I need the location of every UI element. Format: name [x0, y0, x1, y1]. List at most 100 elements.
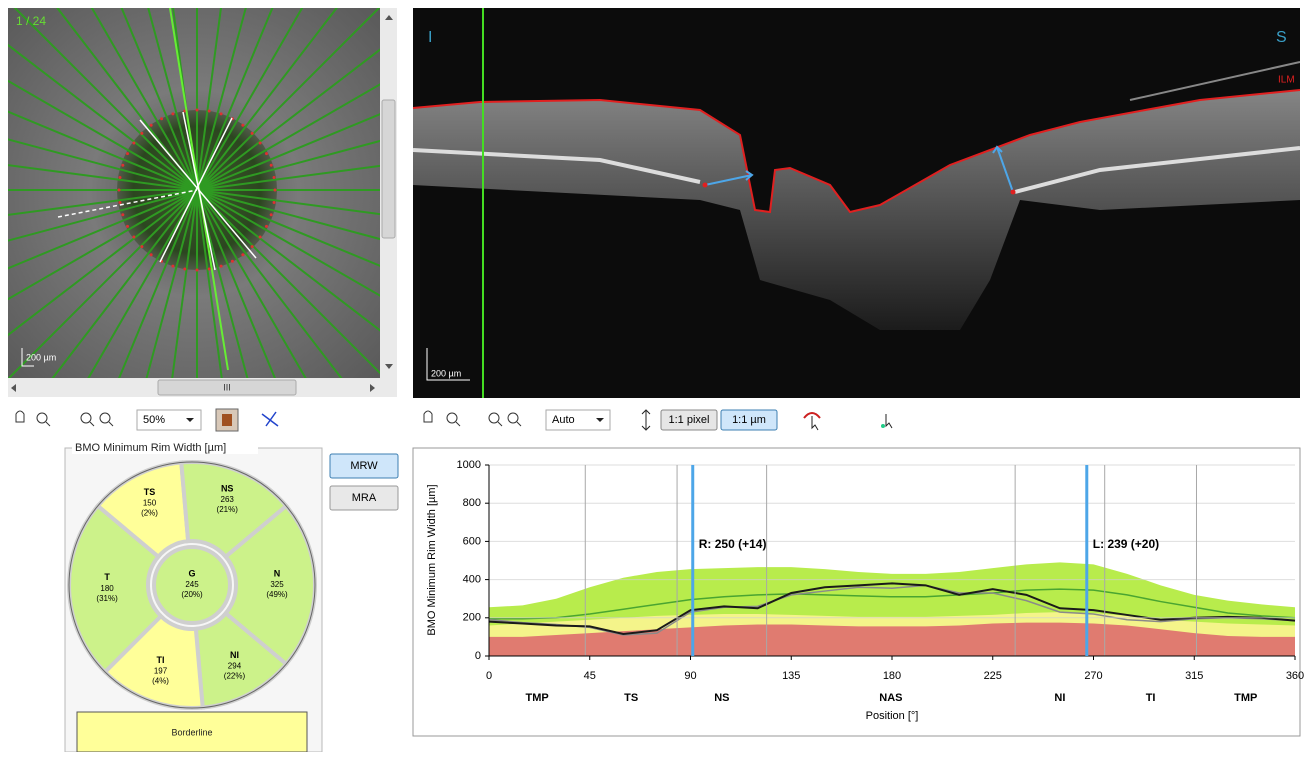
- zoom-tool[interactable]: [447, 413, 457, 423]
- zoom-out[interactable]: [100, 413, 110, 423]
- bmo-point: [208, 268, 211, 271]
- marker-label: L: 239 (+20): [1093, 537, 1159, 551]
- scan-counter: 1 / 24: [16, 14, 46, 28]
- scale-label: 200 µm: [431, 368, 461, 378]
- bmo-point: [118, 189, 121, 192]
- bmo-point: [220, 112, 223, 115]
- bmo-point: [160, 117, 163, 120]
- bmo-point: [273, 201, 276, 204]
- bmo-point: [126, 225, 129, 228]
- sector-value: 150: [143, 499, 157, 508]
- x-tick-label: 270: [1084, 670, 1102, 682]
- bmo-point: [140, 245, 143, 248]
- bmo-point: [121, 213, 124, 216]
- sector-percent: (21%): [217, 505, 239, 514]
- classification-label: Borderline: [171, 727, 212, 737]
- sector-value: 263: [221, 495, 235, 504]
- sector-label: T: [104, 572, 110, 582]
- scale-label: 200 µm: [26, 352, 56, 362]
- bmo-point: [196, 109, 199, 112]
- orientation-right: S: [1276, 29, 1287, 46]
- bmo-point: [118, 176, 121, 179]
- bscan-view: I S ILM 200 µm: [413, 8, 1300, 398]
- x-tick-label: 0: [486, 670, 492, 682]
- y-tick-label: 200: [463, 612, 481, 624]
- sector-value: 245: [185, 580, 199, 589]
- scroll-thumb[interactable]: [382, 100, 395, 238]
- scroll-grip: III: [223, 382, 231, 392]
- sector-label: N: [274, 568, 281, 578]
- bmo-point: [270, 164, 273, 167]
- bmo-point: [183, 268, 186, 271]
- bmo-point: [132, 141, 135, 144]
- bmo-point: [121, 164, 124, 167]
- pan-tool[interactable]: [16, 411, 24, 422]
- zoom-in[interactable]: [489, 413, 499, 423]
- bmo-point: [273, 176, 276, 179]
- bmo-point: [118, 201, 121, 204]
- sector-percent: (31%): [96, 594, 118, 603]
- bmo-point: [140, 132, 143, 135]
- zoom-value: 50%: [143, 414, 165, 426]
- bmo-point: [259, 141, 262, 144]
- sector-percent: (20%): [181, 590, 203, 599]
- bmo-point: [196, 269, 199, 272]
- toolbar-right: Auto 1:1 pixel 1:1 µm: [424, 410, 892, 430]
- sector-percent: (49%): [266, 590, 288, 599]
- zoom-tool[interactable]: [37, 413, 47, 423]
- sector-label: NS: [221, 483, 234, 493]
- zoom-value: Auto: [552, 414, 575, 426]
- view-buttons: MRWMRA: [330, 454, 398, 510]
- bmo-point: [259, 236, 262, 239]
- edit-tool[interactable]: [262, 412, 278, 426]
- x-tick-label: 45: [584, 670, 596, 682]
- sector-label: NS: [714, 692, 729, 704]
- marker-label: R: 250 (+14): [699, 537, 767, 551]
- x-axis-title: Position [°]: [866, 710, 919, 722]
- view-button-label: MRA: [352, 492, 377, 504]
- sector-label: TI: [1146, 692, 1156, 704]
- bmo-point: [270, 213, 273, 216]
- sector-label: TMP: [526, 692, 549, 704]
- bmo-point: [241, 253, 244, 256]
- y-tick-label: 400: [463, 574, 481, 586]
- bmo-point: [220, 265, 223, 268]
- um-button-label: 1:1 µm: [732, 414, 766, 426]
- sector-label: TS: [144, 487, 156, 497]
- bmo-point: [150, 253, 153, 256]
- bmo-point: [241, 124, 244, 127]
- select-tool[interactable]: [886, 414, 892, 428]
- x-tick-label: 90: [684, 670, 696, 682]
- orientation-left: I: [428, 29, 432, 46]
- sector-label: TS: [624, 692, 638, 704]
- y-axis-title: BMO Minimum Rim Width [µm]: [426, 484, 438, 635]
- x-tick-label: 360: [1286, 670, 1304, 682]
- sector-percent: (4%): [152, 677, 169, 686]
- application-window: 1 / 24 200 µm III I S ILM 200 µm: [0, 0, 1305, 752]
- sector-label: G: [188, 568, 195, 578]
- layer-label: ILM: [1278, 75, 1295, 86]
- bmo-point: [251, 132, 254, 135]
- sector-label: TMP: [1234, 692, 1257, 704]
- page: { "fundus": {"counter": "1 / 24", "scale…: [0, 0, 1305, 752]
- rim-panel: BMO Minimum Rim Width [µm] Borderline TS…: [65, 440, 322, 752]
- x-tick-label: 135: [782, 670, 800, 682]
- y-tick-label: 800: [463, 497, 481, 509]
- bmo-point: [132, 236, 135, 239]
- pan-tool[interactable]: [424, 411, 432, 422]
- sector-value: 180: [100, 584, 114, 593]
- fit-height[interactable]: [642, 410, 650, 430]
- pixel-button-label: 1:1 pixel: [669, 414, 710, 426]
- bmo-point: [171, 265, 174, 268]
- zoom-in[interactable]: [81, 413, 91, 423]
- sector-percent: (2%): [141, 509, 158, 518]
- bmo-point: [274, 189, 277, 192]
- sector-label: NAS: [879, 692, 902, 704]
- bmo-point: [265, 152, 268, 155]
- x-tick-label: 180: [883, 670, 901, 682]
- zoom-out[interactable]: [508, 413, 518, 423]
- bmo-point: [171, 112, 174, 115]
- toolbar-left: 50%: [16, 409, 278, 431]
- y-tick-label: 1000: [457, 459, 481, 471]
- bmo-point: [150, 124, 153, 127]
